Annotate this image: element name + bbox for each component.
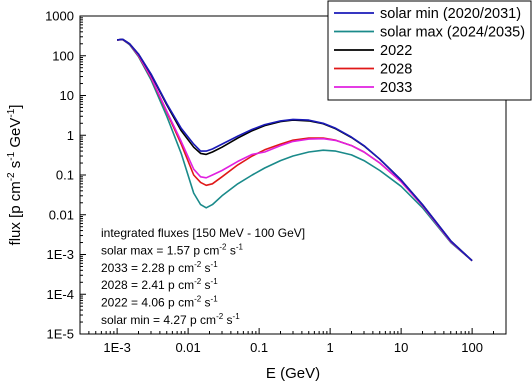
legend-label: solar min (2020/2031) — [380, 6, 521, 22]
annotation-line: integrated fluxes [150 MeV - 100 GeV] — [101, 226, 305, 240]
series-layer — [117, 38, 473, 262]
series-line-0 — [117, 38, 473, 262]
integrated-flux-annotation: integrated fluxes [150 MeV - 100 GeV] sol… — [101, 226, 305, 327]
series-line-1 — [117, 38, 473, 262]
legend-label: 2028 — [380, 62, 412, 78]
annotation-line: 2022 = 4.06 p cm-2 s-1 — [101, 295, 218, 310]
annotation-line: 2028 = 2.41 p cm-2 s-1 — [101, 277, 218, 292]
annotation-line: 2033 = 2.28 p cm-2 s-1 — [101, 260, 218, 275]
x-tick-label: 0.1 — [250, 340, 268, 355]
y-tick-label: 1E-5 — [47, 327, 74, 342]
annotation-line: solar min = 4.27 p cm-2 s-1 — [101, 312, 240, 327]
x-tick-label: 0.01 — [175, 340, 200, 355]
y-tick-label: 1 — [67, 128, 74, 143]
legend-label: 2022 — [380, 43, 412, 59]
annotation-line: solar max = 1.57 p cm-2 s-1 — [101, 242, 244, 257]
y-tick-label: 1E-3 — [47, 247, 74, 262]
y-tick-label: 1000 — [45, 9, 74, 24]
x-tick-label: 1E-3 — [103, 340, 130, 355]
legend-label: 2033 — [380, 80, 412, 96]
legend-label: solar max (2024/2035) — [380, 25, 525, 41]
x-tick-label: 100 — [461, 340, 483, 355]
y-tick-label: 1E-4 — [47, 287, 74, 302]
x-tick-label: 10 — [394, 340, 408, 355]
y-tick-label: 0.01 — [49, 207, 74, 222]
series-line-4 — [117, 38, 473, 262]
y-tick-label: 10 — [60, 88, 74, 103]
legend: solar min (2020/2031) solar max (2024/203… — [327, 0, 532, 101]
axis-ticks: 1E-3 0.01 0.1 1 10 100 1000 100 10 1 0.1 0.01 1E-3 1E… — [45, 9, 507, 355]
x-tick-label: 1 — [327, 340, 334, 355]
y-tick-label: 100 — [52, 48, 74, 63]
y-tick-label: 0.1 — [56, 168, 74, 183]
x-axis-title: E (GeV) — [266, 365, 320, 382]
y-axis-title: flux [p cm-2 s-1 GeV-1] — [6, 105, 24, 246]
